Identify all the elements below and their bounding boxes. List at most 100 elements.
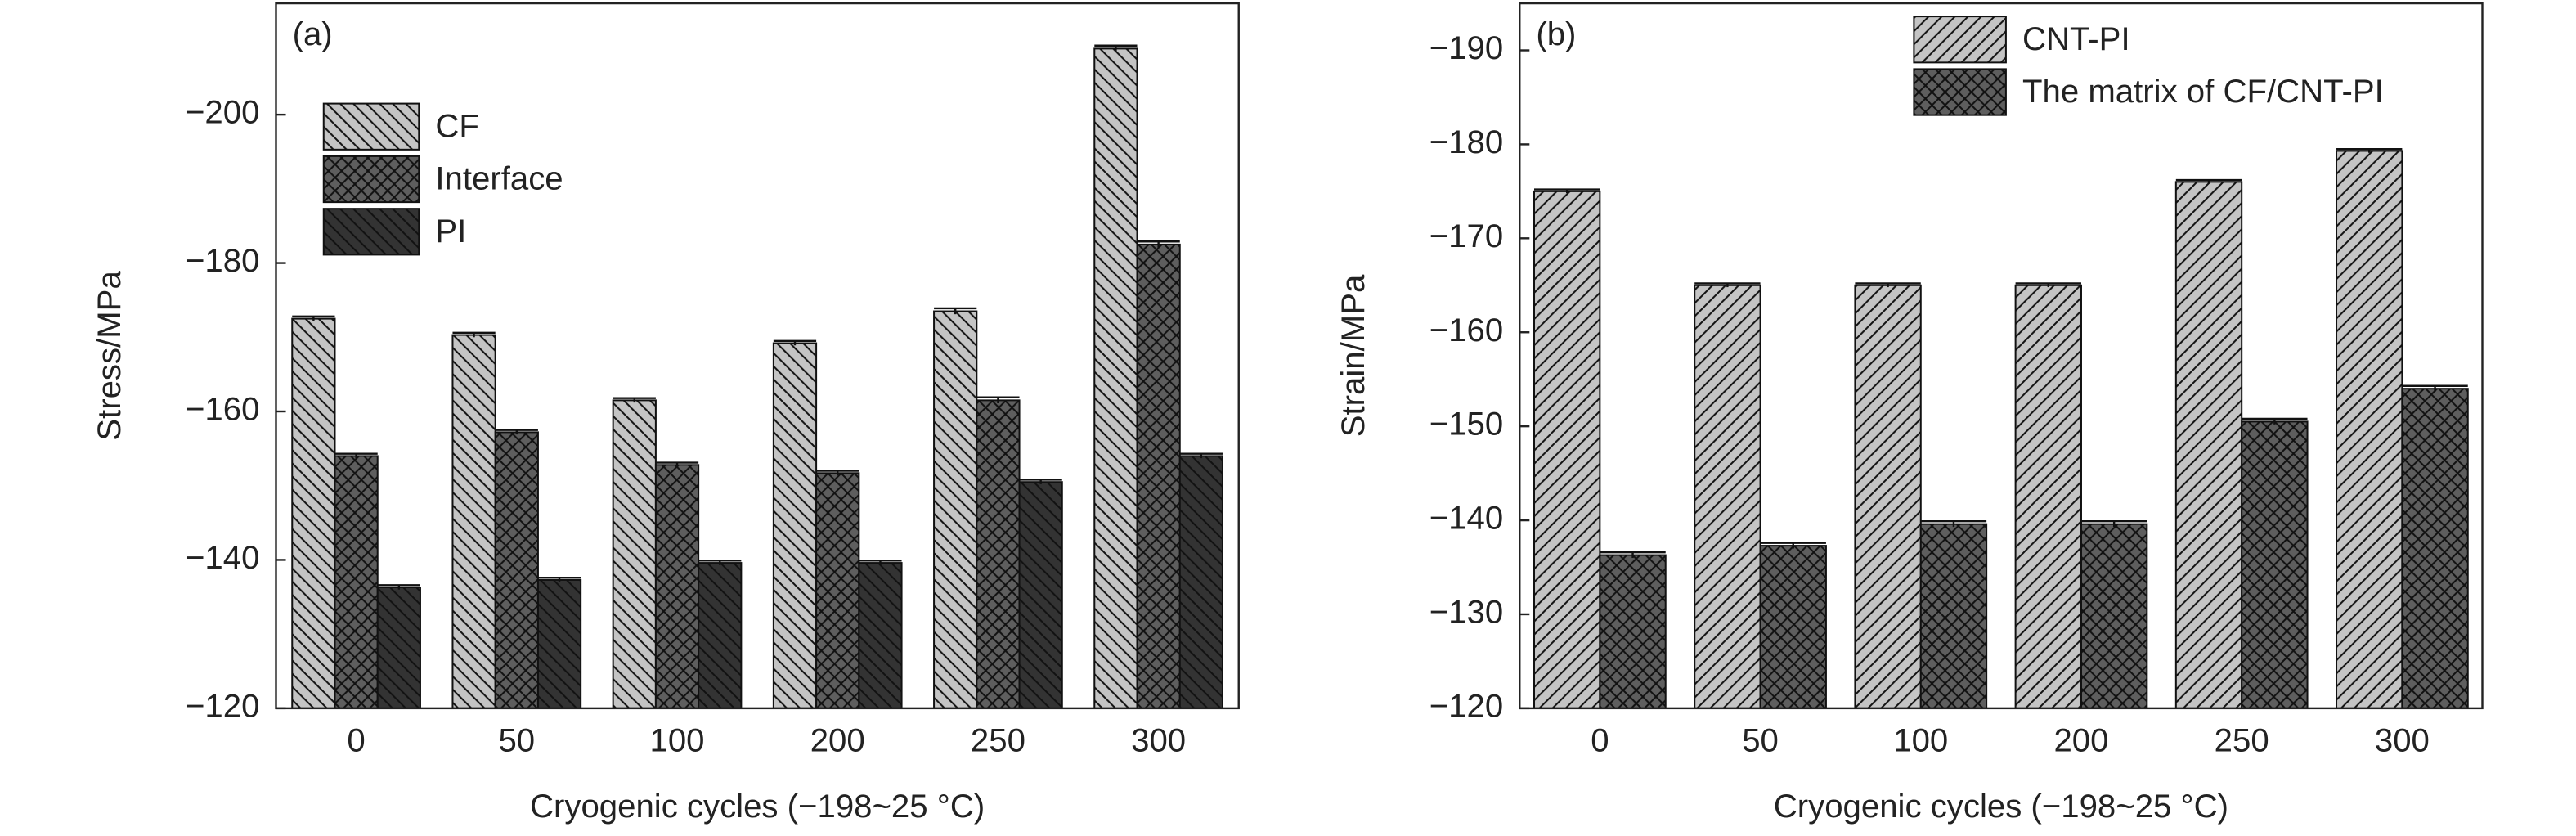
bar: [2336, 150, 2403, 709]
error-bar: [1920, 519, 1987, 528]
error-bar: [698, 560, 742, 565]
error-bar: [292, 315, 335, 321]
legend-label: CF: [435, 107, 479, 144]
error-bar: [655, 461, 699, 468]
plot-frame: [1519, 2, 2484, 710]
y-tick-label: −120: [1429, 687, 1503, 724]
error-bar: [334, 452, 378, 459]
error-bar: [773, 339, 817, 346]
legend-swatch: [1913, 68, 2007, 116]
bar: [698, 562, 743, 709]
legend-label: CNT-PI: [2022, 20, 2130, 57]
y-tick-label: −180: [1429, 124, 1503, 160]
bar: [815, 472, 860, 709]
error-bar: [1094, 44, 1138, 52]
error-bar: [816, 470, 859, 476]
bar: [2080, 523, 2148, 709]
x-axis-title: Cryogenic cycles (−198~25 °C): [530, 788, 985, 825]
bar: [612, 399, 657, 709]
error-bar: [1694, 282, 1761, 288]
bar: [2174, 181, 2243, 709]
plot-frame: [275, 2, 1240, 710]
error-bar: [537, 577, 581, 582]
bar: [1178, 455, 1223, 709]
error-bar: [859, 560, 902, 565]
error-bar: [2175, 178, 2242, 184]
bar: [654, 464, 700, 709]
y-tick-label: −140: [186, 539, 259, 576]
error-bar: [1855, 282, 1921, 288]
x-tick-label: 0: [1591, 722, 1609, 759]
error-bar: [2242, 417, 2308, 425]
bar: [1136, 243, 1181, 709]
x-tick-label: 300: [2375, 722, 2430, 759]
bar: [1919, 523, 1988, 709]
error-bar: [2336, 147, 2403, 153]
error-bar: [2080, 519, 2147, 528]
legend-label: PI: [435, 213, 466, 249]
x-tick-label: 50: [498, 722, 535, 759]
bar: [1854, 284, 1922, 709]
bar: [2014, 284, 2082, 709]
error-bar: [1137, 240, 1180, 248]
error-bar: [1760, 542, 1826, 549]
y-tick-label: −170: [1429, 218, 1503, 254]
bar: [376, 587, 421, 709]
x-tick-label: 100: [1893, 722, 1948, 759]
y-axis-title: Strain/MPa: [1335, 274, 1371, 437]
legend-swatch: [322, 155, 420, 204]
error-bar: [452, 331, 496, 338]
bar: [1694, 284, 1761, 709]
bar: [2241, 420, 2309, 709]
y-tick-label: −130: [1429, 594, 1503, 631]
x-tick-label: 250: [2215, 722, 2269, 759]
legend-swatch: [322, 208, 420, 256]
bar: [772, 342, 818, 709]
y-tick-label: −180: [186, 242, 259, 279]
error-bar: [613, 397, 656, 403]
bar: [494, 431, 539, 709]
y-tick-label: −190: [1429, 29, 1503, 66]
bar: [1533, 190, 1601, 709]
x-tick-label: 200: [810, 722, 865, 759]
y-tick-label: −140: [1429, 500, 1503, 537]
bar: [1018, 481, 1063, 709]
x-tick-label: 50: [1742, 722, 1779, 759]
legend-label: The matrix of CF/CNT-PI: [2022, 73, 2384, 110]
y-tick-label: −160: [1429, 312, 1503, 348]
bar: [2401, 388, 2469, 709]
y-tick-label: −160: [186, 391, 259, 428]
y-tick-label: −120: [186, 687, 259, 724]
error-bar: [377, 584, 420, 590]
error-bar: [976, 396, 1020, 404]
legend-swatch: [1913, 16, 2007, 64]
bar: [451, 334, 496, 709]
x-tick-label: 300: [1131, 722, 1186, 759]
panel-label: (a): [293, 16, 333, 52]
error-bar: [2402, 384, 2468, 392]
bar: [858, 562, 903, 709]
y-axis-title: Stress/MPa: [91, 271, 128, 441]
error-bar: [2015, 282, 2081, 288]
error-bar: [1600, 551, 1666, 559]
error-bar: [1019, 479, 1062, 484]
panel-label: (b): [1536, 16, 1576, 52]
bar: [1599, 554, 1667, 709]
legend-label: Interface: [435, 160, 563, 197]
bar: [976, 399, 1021, 709]
bar: [334, 455, 379, 709]
x-tick-label: 100: [650, 722, 705, 759]
error-bar: [495, 429, 538, 435]
error-bar: [934, 307, 977, 315]
x-tick-label: 250: [971, 722, 1025, 759]
error-bar: [1179, 452, 1223, 459]
error-bar: [1534, 188, 1600, 194]
bar: [933, 310, 978, 709]
bar: [1093, 47, 1138, 709]
x-axis-title: Cryogenic cycles (−198~25 °C): [1774, 788, 2228, 825]
y-tick-label: −150: [1429, 406, 1503, 443]
bar: [291, 317, 336, 709]
x-tick-label: 0: [347, 722, 365, 759]
